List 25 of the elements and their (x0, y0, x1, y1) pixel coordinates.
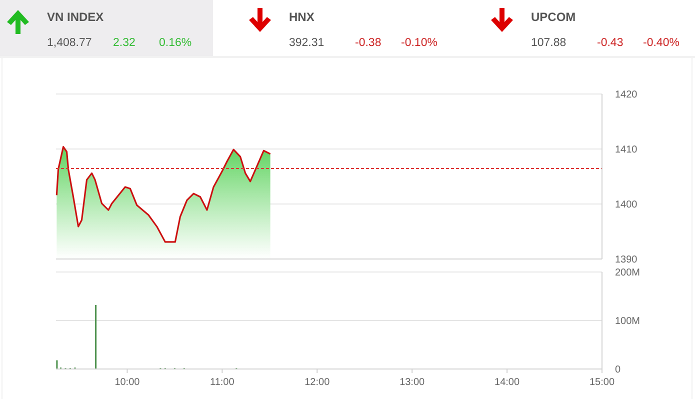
x-tick-label: 11:00 (210, 377, 235, 388)
data-label: -0.38 (355, 37, 382, 49)
data-label: 392.31 (289, 37, 324, 49)
x-tick-label: 15:00 (589, 377, 615, 388)
y-tick-label: 100M (615, 316, 640, 327)
category-label: VN INDEX (47, 10, 104, 24)
y-tick-label: 1390 (615, 254, 638, 266)
y-tick-label: 200M (615, 268, 640, 278)
x-tick-label: 12:00 (304, 377, 330, 388)
y-tick-label: 1410 (615, 144, 638, 156)
data-label: 2.32 (113, 37, 136, 49)
data-label: 1,408.77 (47, 37, 92, 49)
x-tick-label: 14:00 (494, 377, 520, 388)
data-label: 107.88 (531, 37, 566, 49)
data-label: -0.43 (597, 37, 624, 49)
data-label: -0.40% (643, 37, 680, 49)
data-label: 0.16% (159, 37, 192, 49)
y-tick-label: 1420 (615, 90, 638, 100)
x-tick-label: 10:00 (114, 377, 140, 388)
category-label: HNX (289, 10, 314, 24)
category-label: UPCOM (531, 10, 576, 24)
data-label: -0.10% (401, 37, 438, 49)
x-tick-label: 13:00 (400, 377, 426, 388)
y-tick-label: 0 (615, 364, 621, 376)
y-tick-label: 1400 (615, 200, 638, 210)
